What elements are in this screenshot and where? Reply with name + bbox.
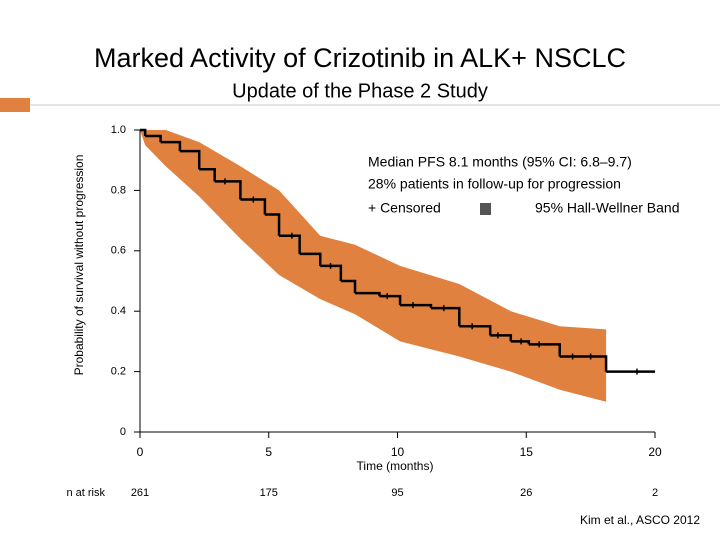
y-tick-label: 0.6 [111,245,126,257]
at-risk-value: 26 [520,487,532,499]
x-tick-label: 5 [265,445,272,459]
title: Marked Activity of Crizotinib in ALK+ NS… [94,43,626,73]
at-risk-value: 175 [260,487,278,499]
km-step [279,234,301,254]
censor-mark [494,332,501,339]
censor-mark [288,232,295,239]
censor-mark [440,305,447,312]
y-tick-label: 0.4 [111,305,126,317]
km-step [320,264,343,281]
at-risk-label: n at risk [66,487,105,499]
km-step [199,168,216,182]
km-step [160,140,182,152]
km-step [264,213,281,236]
censor-mark [587,353,594,360]
km-step [179,149,201,170]
source: Kim et al., ASCO 2012 [580,513,700,527]
legend-entry: 95% Hall-Wellner Band [535,200,679,216]
censor-mark [221,178,228,185]
accent-bar [0,98,30,112]
at-risk-value: 95 [391,487,403,499]
y-tick-label: 0.8 [111,184,126,196]
censor-mark [250,196,257,203]
annotation: 28% patients in follow-up for progressio… [368,176,621,192]
y-tick-label: 0.2 [111,366,126,378]
x-tick-label: 20 [648,445,662,459]
censor-mark [327,262,334,269]
km-step [140,128,147,137]
censor-mark [384,293,391,300]
y-tick-label: 1.0 [111,124,126,136]
y-tick-label: 0 [120,426,126,438]
km-step [340,279,357,294]
censor-mark [469,323,476,330]
x-tick-label: 0 [137,445,144,459]
x-tick-label: 15 [520,445,534,459]
censor-mark [536,341,543,348]
subtitle: Update of the Phase 2 Study [232,80,488,102]
censor-mark [633,368,640,375]
km-step [145,134,162,143]
km-step [299,252,322,266]
legend-swatch [480,203,491,215]
censor-mark [518,338,525,345]
confidence-band [140,130,607,402]
km-step [240,198,267,215]
annotation: Median PFS 8.1 months (95% CI: 6.8–9.7) [368,154,632,170]
at-risk-value: 261 [131,487,149,499]
km-step [430,306,461,327]
censor-mark [569,353,576,360]
y-label: Probability of survival without progress… [72,155,86,376]
legend-entry: + Censored [368,200,441,216]
censor-mark [409,302,416,309]
at-risk-value: 2 [652,487,658,499]
x-tick-label: 10 [391,445,405,459]
x-label: Time (months) [357,459,434,473]
